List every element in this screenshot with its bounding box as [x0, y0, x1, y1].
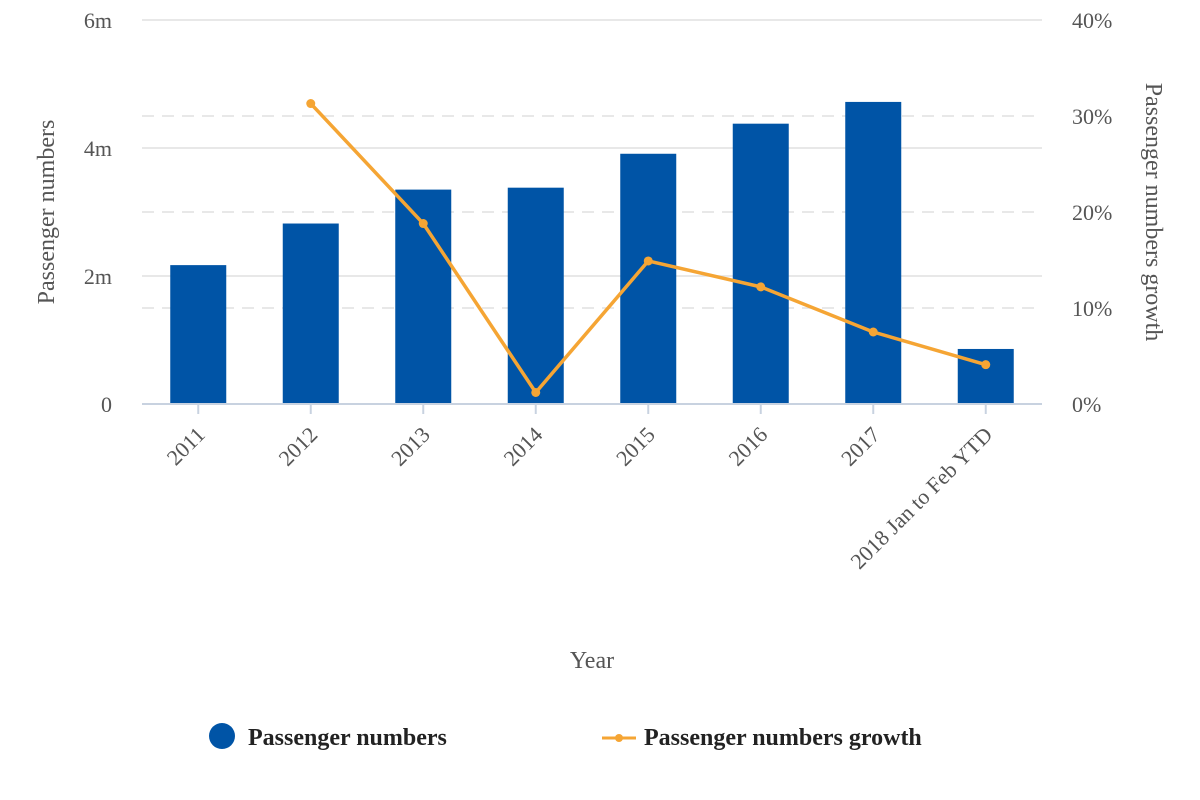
bar[interactable]: [282, 223, 339, 404]
legend-label-passenger-numbers: Passenger numbers: [248, 725, 447, 751]
y2-axis-title: Passenger numbers growth: [1140, 83, 1166, 342]
x-tick-label: 2011: [162, 422, 210, 470]
x-tick-label: 2017: [836, 422, 885, 471]
y2-tick-label: 20%: [1072, 200, 1112, 225]
x-tick-label: 2015: [611, 422, 660, 471]
growth-point[interactable]: [531, 387, 541, 397]
growth-point[interactable]: [643, 256, 653, 266]
tick-labels: 0 2m 4m 6m 0% 10% 20% 30% 40% 2011 2012 2013 2014 201…: [84, 8, 1112, 574]
x-axis-title: Year: [570, 648, 614, 674]
bar[interactable]: [170, 265, 227, 404]
x-tick-label: 2014: [498, 422, 547, 471]
y-tick-label: 4m: [84, 136, 112, 161]
y-tick-label: 6m: [84, 8, 112, 33]
growth-point[interactable]: [981, 360, 991, 370]
line-series: [306, 99, 991, 397]
x-tick-label: 2016: [723, 422, 772, 471]
x-tick-label: 2013: [386, 422, 435, 471]
legend-item-passenger-numbers[interactable]: Passenger numbers: [209, 723, 447, 751]
growth-point[interactable]: [306, 99, 316, 109]
legend-bar-marker: [209, 723, 235, 749]
legend: Passenger numbers Passenger numbers grow…: [209, 723, 922, 751]
y-axis-title: Passenger numbers: [34, 120, 60, 305]
bar-series: [170, 101, 1014, 405]
bar[interactable]: [732, 123, 789, 405]
y2-tick-label: 40%: [1072, 8, 1112, 33]
y-tick-label: 2m: [84, 264, 112, 289]
grid-lines: [142, 19, 1042, 309]
growth-point[interactable]: [756, 282, 766, 292]
bar[interactable]: [845, 101, 902, 405]
bar[interactable]: [507, 187, 564, 404]
axes: [142, 403, 1042, 414]
bar[interactable]: [620, 153, 677, 404]
legend-label-passenger-numbers-growth: Passenger numbers growth: [644, 725, 922, 751]
legend-line-dot: [615, 734, 623, 742]
x-tick-label: 2012: [273, 422, 322, 471]
growth-point[interactable]: [868, 327, 878, 337]
y-tick-label: 0: [101, 392, 112, 417]
y2-tick-label: 10%: [1072, 296, 1112, 321]
y2-tick-label: 30%: [1072, 104, 1112, 129]
y2-tick-label: 0%: [1072, 392, 1101, 417]
legend-item-passenger-numbers-growth[interactable]: Passenger numbers growth: [602, 725, 922, 751]
growth-point[interactable]: [418, 219, 428, 229]
